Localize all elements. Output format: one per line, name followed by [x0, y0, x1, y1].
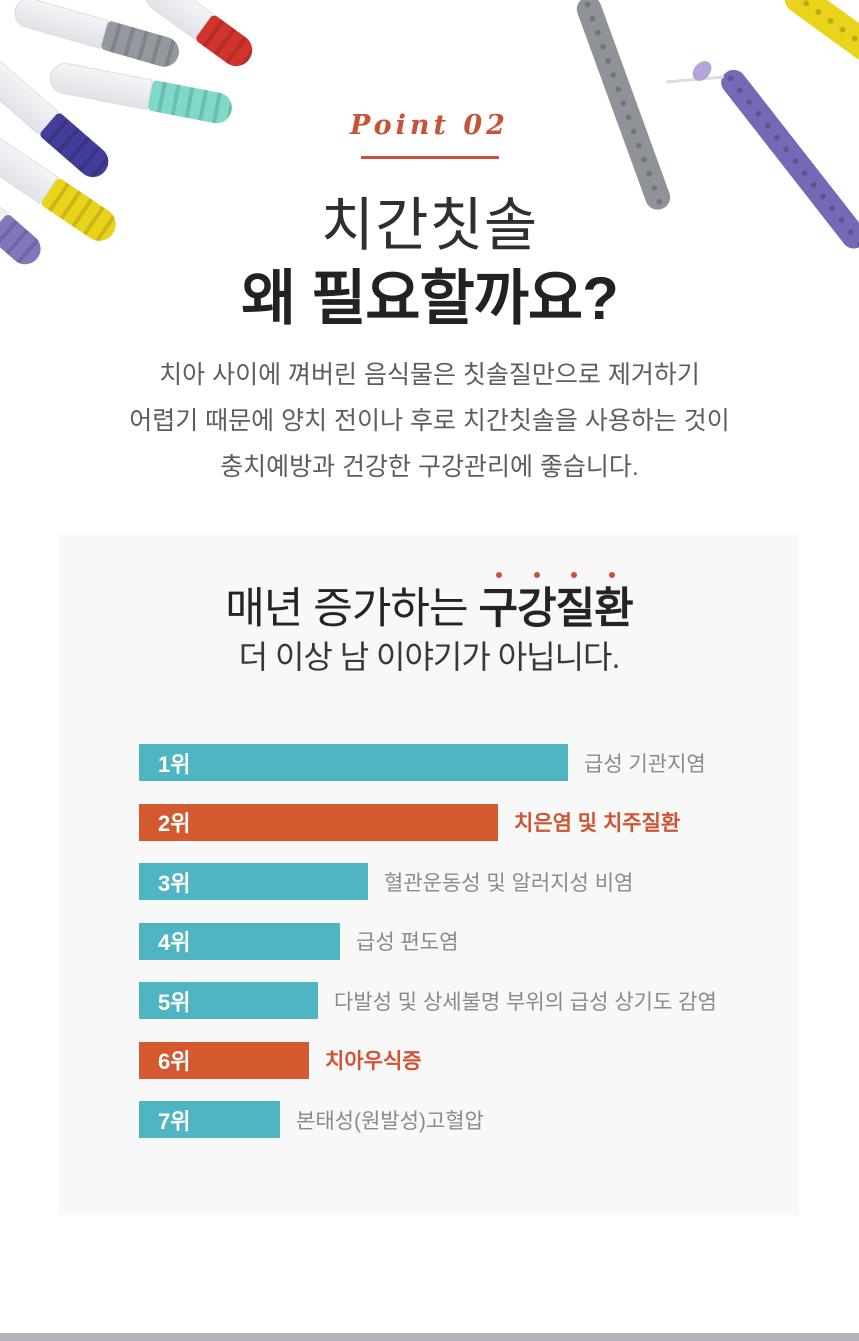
chart-row: 3위 혈관운동성 및 알러지성 비염 [139, 863, 799, 900]
chart-panel: 매년 증가하는 구강질환 더 이상 남 이야기가 아닙니다. 1위 급성 기관지염… [59, 535, 799, 1215]
rank-label: 6위 [158, 1049, 191, 1074]
chart-row: 4위 급성 편도염 [139, 922, 799, 960]
brush-color-cap [100, 20, 183, 71]
disease-label: 급성 기관지염 [584, 752, 706, 776]
emphasis-dot [571, 572, 578, 578]
hero-description-line: 치아 사이에 껴버린 음식물은 칫솔질만으로 제거하기 [159, 361, 700, 389]
disease-label: 다발성 및 상세불명 부위의 급성 상기도 감염 [334, 990, 717, 1014]
bar-rank-4: 4위 [139, 922, 340, 960]
point-label: Point 02 [350, 110, 509, 141]
bar-rank-1: 1위 [139, 744, 568, 781]
rank-label: 2위 [158, 811, 191, 836]
rank-label: 4위 [158, 930, 191, 955]
chart-title-emphasis: 구강질환 [478, 572, 634, 633]
brush-clear-stem [47, 60, 154, 111]
rank-label: 5위 [158, 989, 191, 1015]
hero-description-line: 충치예방과 건강한 구강관리에 좋습니다. [220, 453, 639, 481]
disease-label: 치은염 및 치주질환 [514, 812, 681, 835]
chart-title-emphasis-text: 구강질환 [478, 585, 634, 633]
hero-title-line2: 왜 필요할까요? [241, 265, 619, 332]
bar-rank-5: 5위 [139, 982, 318, 1019]
rank-label: 1위 [158, 751, 191, 777]
yellow-brush-image [779, 0, 859, 70]
chart-row: 2위 치은염 및 치주질환 [139, 803, 799, 841]
bar-rank-3: 3위 [139, 863, 368, 900]
chart-subtitle: 더 이상 남 이야기가 아닙니다. [238, 639, 621, 675]
hero-title-line1: 치간칫솔 [320, 193, 539, 258]
bar-rank-6: 6위 [139, 1041, 309, 1079]
chart-row: 7위 본태성(원발성)고혈압 [139, 1101, 799, 1138]
hero-description-line: 어렵기 때문에 양치 전이나 후로 치간칫솔을 사용하는 것이 [129, 407, 730, 435]
emphasis-dot [608, 572, 615, 578]
footer-divider-bar [0, 1333, 859, 1341]
chart-row: 1위 급성 기관지염 [139, 744, 799, 781]
disease-label: 치아우식증 [325, 1050, 422, 1073]
bar-chart: 1위 급성 기관지염 2위 치은염 및 치주질환 3위 혈관운동성 및 알러지성 비염 4위… [139, 744, 799, 1161]
rank-label: 7위 [158, 1108, 191, 1134]
emphasis-dots [481, 572, 631, 578]
disease-label: 본태성(원발성)고혈압 [296, 1109, 484, 1133]
bar-rank-2: 2위 [139, 803, 498, 841]
chart-title: 매년 증가하는 구강질환 [59, 572, 799, 635]
chart-row: 5위 다발성 및 상세불명 부위의 급성 상기도 감염 [139, 982, 799, 1019]
disease-label: 급성 편도염 [356, 931, 459, 954]
brush-clear-stem [10, 0, 109, 50]
chart-row: 6위 치아우식증 [139, 1041, 799, 1079]
disease-label: 혈관운동성 및 알러지성 비염 [384, 871, 634, 895]
chart-header: 매년 증가하는 구강질환 더 이상 남 이야기가 아닙니다. [59, 572, 799, 679]
emphasis-dot [496, 572, 503, 578]
rank-label: 3위 [158, 870, 191, 896]
chart-title-regular: 매년 증가하는 [225, 585, 479, 633]
bar-rank-7: 7위 [139, 1101, 280, 1138]
point-underline [360, 156, 499, 159]
emphasis-dot [533, 572, 540, 578]
